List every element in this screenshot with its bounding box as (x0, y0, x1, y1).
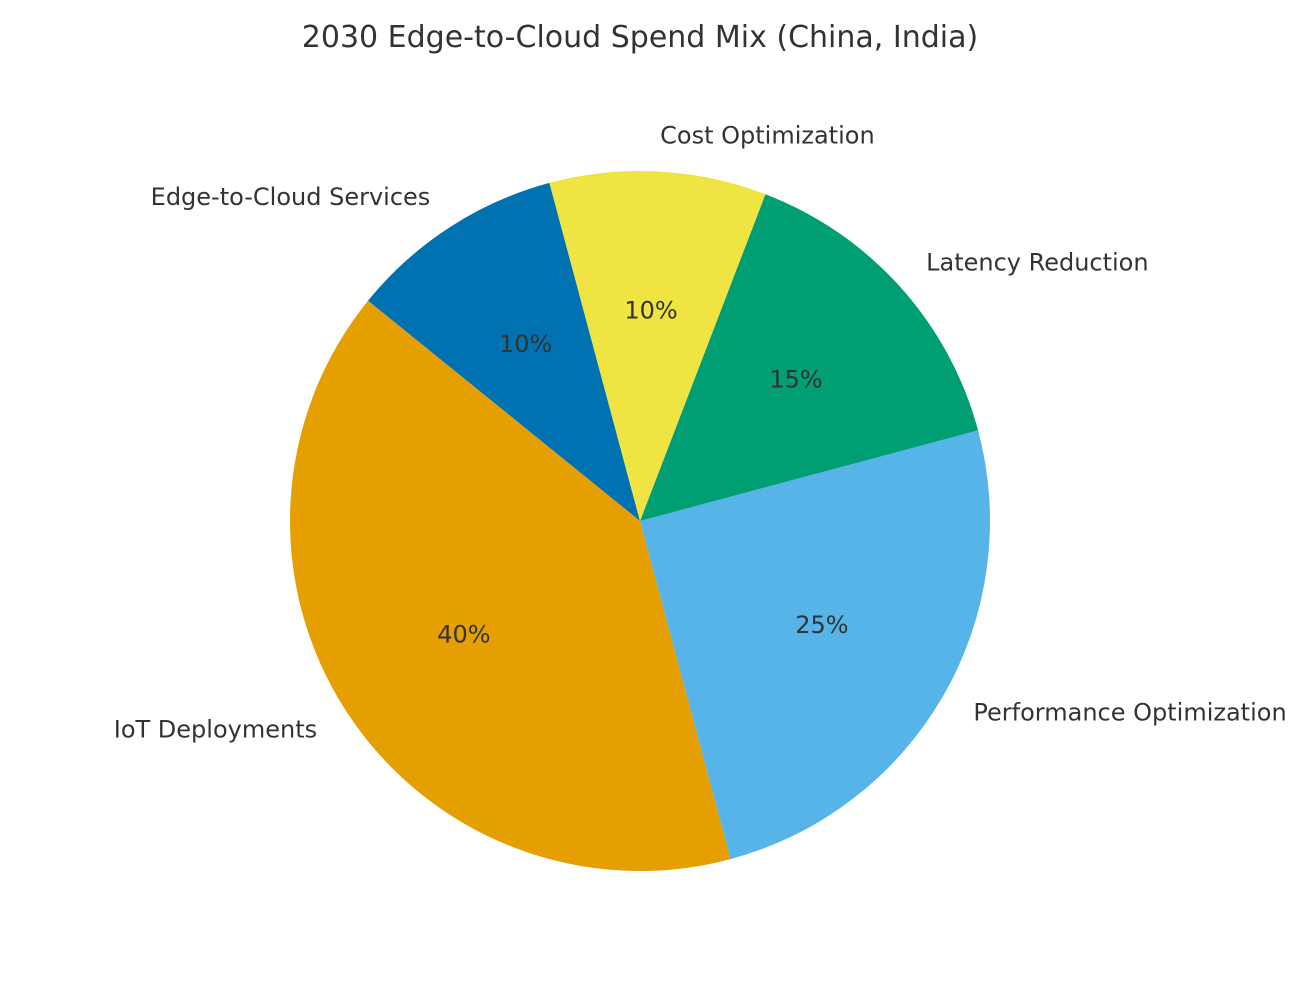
slice-percentage-label: 25% (795, 611, 848, 639)
slice-percentage-label: 40% (437, 620, 490, 648)
pie-slice-edge-to-cloud-services (367, 182, 640, 521)
chart-title: 2030 Edge-to-Cloud Spend Mix (China, Ind… (302, 20, 978, 55)
labels-layer: Edge-to-Cloud Services 10% IoT Deployments… (114, 122, 1287, 744)
pie-slice-cost-optimization (549, 171, 766, 522)
slice-label: Edge-to-Cloud Services (151, 183, 431, 211)
slice-percentage-label: 10% (499, 330, 552, 358)
slice-percentage-label: 10% (624, 296, 677, 324)
pie-slice-latency-reduction (640, 194, 979, 521)
slices-layer (289, 171, 990, 871)
slice-label: Latency Reduction (926, 248, 1148, 276)
slice-label: Performance Optimization (973, 699, 1286, 727)
slice-label: Cost Optimization (660, 122, 875, 150)
slice-percentage-label: 15% (769, 365, 822, 393)
pie-slice-performance-optimization (640, 430, 990, 860)
slice-label: IoT Deployments (114, 716, 317, 744)
pie-slice-iot-deployments (289, 300, 731, 871)
